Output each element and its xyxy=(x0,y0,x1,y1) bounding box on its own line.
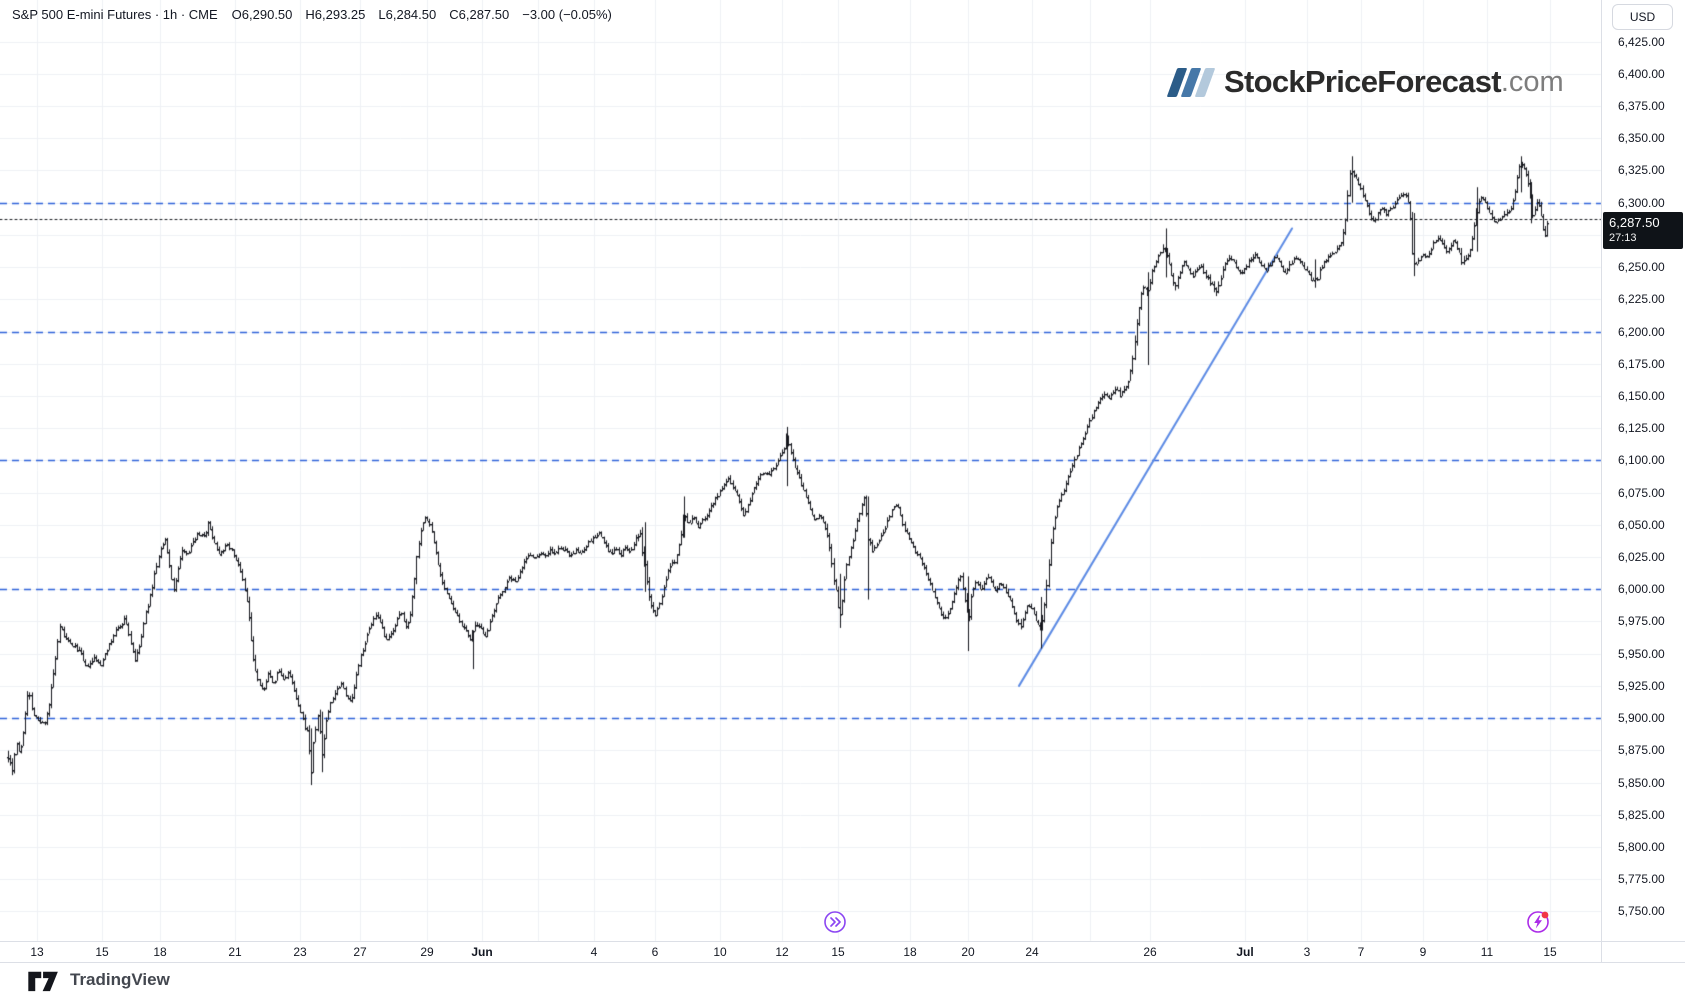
price-axis-label: 5,925.00 xyxy=(1618,679,1665,693)
time-axis-label: 26 xyxy=(1143,945,1157,959)
price-axis-label: 5,850.00 xyxy=(1618,776,1665,790)
tradingview-label: TradingView xyxy=(70,970,170,989)
tradingview-logo-icon xyxy=(28,971,58,992)
price-axis-label: 6,200.00 xyxy=(1618,325,1665,339)
time-axis-label: 23 xyxy=(293,945,307,959)
price-axis-label: 6,150.00 xyxy=(1618,389,1665,403)
time-axis-label: 15 xyxy=(1543,945,1557,959)
price-axis-label: 6,350.00 xyxy=(1618,131,1665,145)
time-axis-label: 29 xyxy=(420,945,434,959)
time-axis-label: 10 xyxy=(713,945,727,959)
time-axis-label: 21 xyxy=(228,945,242,959)
price-axis-label: 6,000.00 xyxy=(1618,582,1665,596)
time-axis-label: Jun xyxy=(471,945,493,959)
last-price-badge: 6,287.50 27:13 xyxy=(1603,212,1683,249)
price-axis-label: 6,075.00 xyxy=(1618,486,1665,500)
price-axis-label: 6,250.00 xyxy=(1618,260,1665,274)
price-axis-label: 5,800.00 xyxy=(1618,840,1665,854)
price-axis-label: 6,375.00 xyxy=(1618,99,1665,113)
price-axis-label: 6,225.00 xyxy=(1618,292,1665,306)
time-axis-label: Jul xyxy=(1236,945,1254,959)
time-axis-label: 27 xyxy=(353,945,367,959)
price-axis-label: 6,425.00 xyxy=(1618,35,1665,49)
ohlc-values: O6,290.50 H6,293.25 L6,284.50 C6,287.50 −3.0… xyxy=(232,7,625,22)
ohlc-value: −3.00 (−0.05%) xyxy=(522,7,612,22)
price-axis-label: 5,875.00 xyxy=(1618,743,1665,757)
brand-name: StockPriceForecast xyxy=(1224,64,1502,99)
scroll-to-realtime-icon[interactable] xyxy=(823,910,847,934)
time-axis-label: 20 xyxy=(961,945,975,959)
time-axis-border xyxy=(0,941,1685,942)
price-axis-label: 5,900.00 xyxy=(1618,711,1665,725)
price-axis-label: 5,775.00 xyxy=(1618,872,1665,886)
tradingview-attribution[interactable]: TradingView xyxy=(26,968,170,992)
time-axis-label: 6 xyxy=(651,945,659,959)
ohlc-value: L6,284.50 xyxy=(378,7,437,22)
brand-slashes-icon xyxy=(1166,67,1216,97)
time-axis-label: 18 xyxy=(903,945,917,959)
currency-toggle-button[interactable]: USD xyxy=(1612,4,1673,30)
price-axis-label: 5,950.00 xyxy=(1618,647,1665,661)
symbol-title[interactable]: S&P 500 E-mini Futures · 1h · CME xyxy=(12,7,218,22)
price-axis-label: 6,400.00 xyxy=(1618,67,1665,81)
price-axis-border xyxy=(1601,0,1602,962)
alert-lightning-icon[interactable] xyxy=(1526,910,1550,934)
time-axis-label: 7 xyxy=(1357,945,1365,959)
footer-border xyxy=(0,962,1685,963)
price-axis-label: 5,975.00 xyxy=(1618,614,1665,628)
price-axis-label: 5,750.00 xyxy=(1618,904,1665,918)
time-axis-label: 24 xyxy=(1025,945,1039,959)
time-axis-label: 11 xyxy=(1480,945,1494,959)
ohlc-value: C6,287.50 xyxy=(449,7,510,22)
price-axis-label: 6,175.00 xyxy=(1618,357,1665,371)
time-axis-label: 4 xyxy=(590,945,598,959)
time-axis-label: 15 xyxy=(95,945,109,959)
time-axis-label: 9 xyxy=(1419,945,1427,959)
price-axis-label: 5,825.00 xyxy=(1618,808,1665,822)
brand-tld: .com xyxy=(1500,65,1564,98)
symbol-legend: S&P 500 E-mini Futures · 1h · CME O6,290.… xyxy=(12,7,625,22)
ohlc-value: H6,293.25 xyxy=(305,7,366,22)
time-axis-label: 13 xyxy=(30,945,44,959)
price-axis-label: 6,125.00 xyxy=(1618,421,1665,435)
price-axis-label: 6,050.00 xyxy=(1618,518,1665,532)
time-axis-label: 18 xyxy=(153,945,167,959)
time-axis-label: 3 xyxy=(1303,945,1311,959)
price-axis-label: 6,100.00 xyxy=(1618,453,1665,467)
price-axis-label: 6,025.00 xyxy=(1618,550,1665,564)
ohlc-value: O6,290.50 xyxy=(231,7,293,22)
time-axis-label: 15 xyxy=(831,945,845,959)
price-axis-label: 6,300.00 xyxy=(1618,196,1665,210)
time-axis-label: 12 xyxy=(775,945,789,959)
price-axis-label: 6,325.00 xyxy=(1618,163,1665,177)
brand-watermark: StockPriceForecast .com xyxy=(1166,64,1564,100)
last-price-value: 6,287.50 xyxy=(1609,215,1660,230)
bar-countdown: 27:13 xyxy=(1609,232,1637,244)
